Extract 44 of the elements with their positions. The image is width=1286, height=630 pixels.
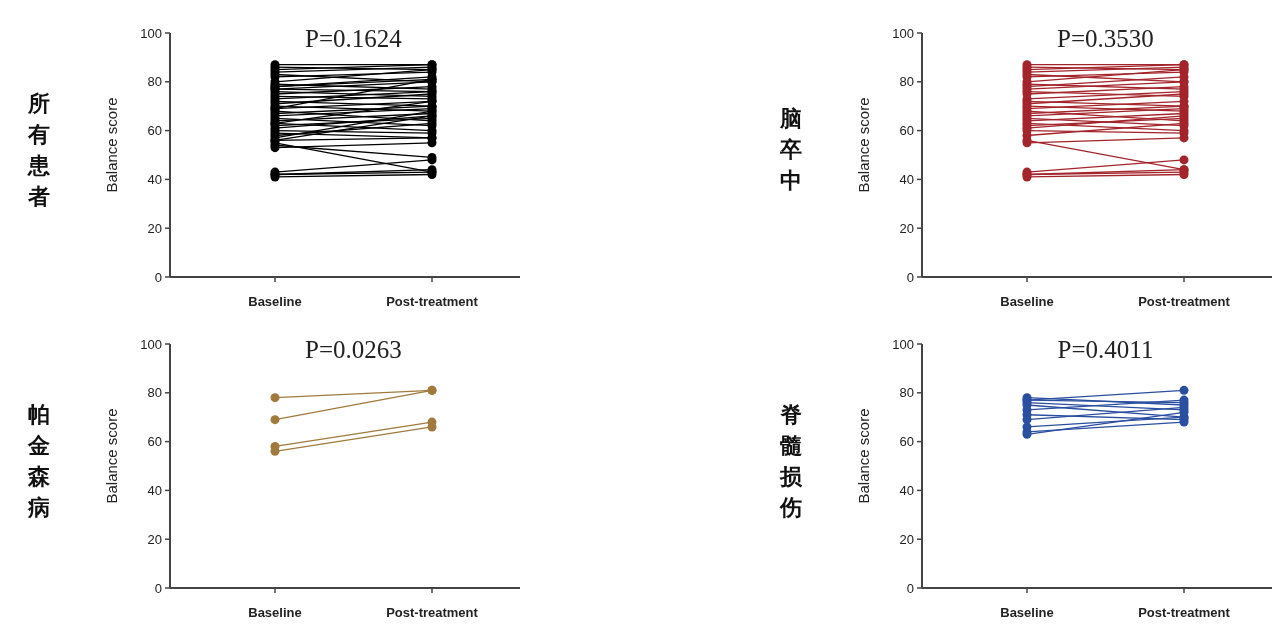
- y-tick-label: 80: [899, 385, 914, 401]
- y-tick-label: 0: [154, 269, 162, 285]
- y-tick-label: 40: [899, 482, 914, 498]
- x-tick-label: Post-treatment: [1138, 605, 1231, 620]
- y-tick-label: 0: [906, 580, 914, 596]
- y-tick-label: 100: [140, 336, 162, 352]
- text: 所有患者: [27, 90, 51, 209]
- y-axis-title: Balance score: [855, 97, 872, 193]
- y-tick-label: 40: [899, 171, 914, 187]
- y-axis-title: Balance score: [103, 97, 120, 193]
- y-tick-label: 20: [147, 220, 162, 236]
- x-tick-label: Baseline: [1000, 605, 1054, 620]
- y-tick-label: 0: [906, 269, 914, 285]
- y-tick-label: 20: [899, 220, 914, 236]
- chart-subtitle: P=0.4011: [1057, 336, 1154, 363]
- y-tick-label: 60: [147, 123, 162, 139]
- y-tick-label: 40: [147, 482, 162, 498]
- chart-subtitle: P=0.0263: [305, 336, 402, 363]
- y-tick-label: 100: [892, 336, 914, 352]
- y-tick-label: 80: [899, 74, 914, 90]
- y-tick-label: 80: [147, 385, 162, 401]
- y-tick-label: 60: [899, 123, 914, 139]
- x-tick-label: Post-treatment: [386, 605, 479, 620]
- y-tick-label: 100: [140, 25, 162, 41]
- y-tick-label: 100: [892, 25, 914, 41]
- x-tick-label: Post-treatment: [386, 294, 479, 309]
- text: 脑卒中: [779, 106, 802, 193]
- y-axis-title: Balance score: [855, 408, 872, 504]
- chart-subtitle: P=0.1624: [305, 25, 403, 52]
- y-tick-label: 80: [147, 74, 162, 90]
- y-axis-title: Balance score: [103, 408, 120, 504]
- text: 脊髓损伤: [779, 401, 803, 520]
- text: 帕金森病: [27, 401, 51, 520]
- x-tick-label: Baseline: [1000, 294, 1054, 309]
- y-tick-label: 60: [147, 434, 162, 450]
- x-tick-label: Baseline: [248, 605, 302, 620]
- chart-subtitle: P=0.3530: [1057, 25, 1154, 52]
- x-tick-label: Baseline: [248, 294, 302, 309]
- x-tick-label: Post-treatment: [1138, 294, 1231, 309]
- y-tick-label: 60: [899, 434, 914, 450]
- y-tick-label: 0: [154, 580, 162, 596]
- y-tick-label: 20: [147, 531, 162, 547]
- y-tick-label: 20: [899, 531, 914, 547]
- y-tick-label: 40: [147, 171, 162, 187]
